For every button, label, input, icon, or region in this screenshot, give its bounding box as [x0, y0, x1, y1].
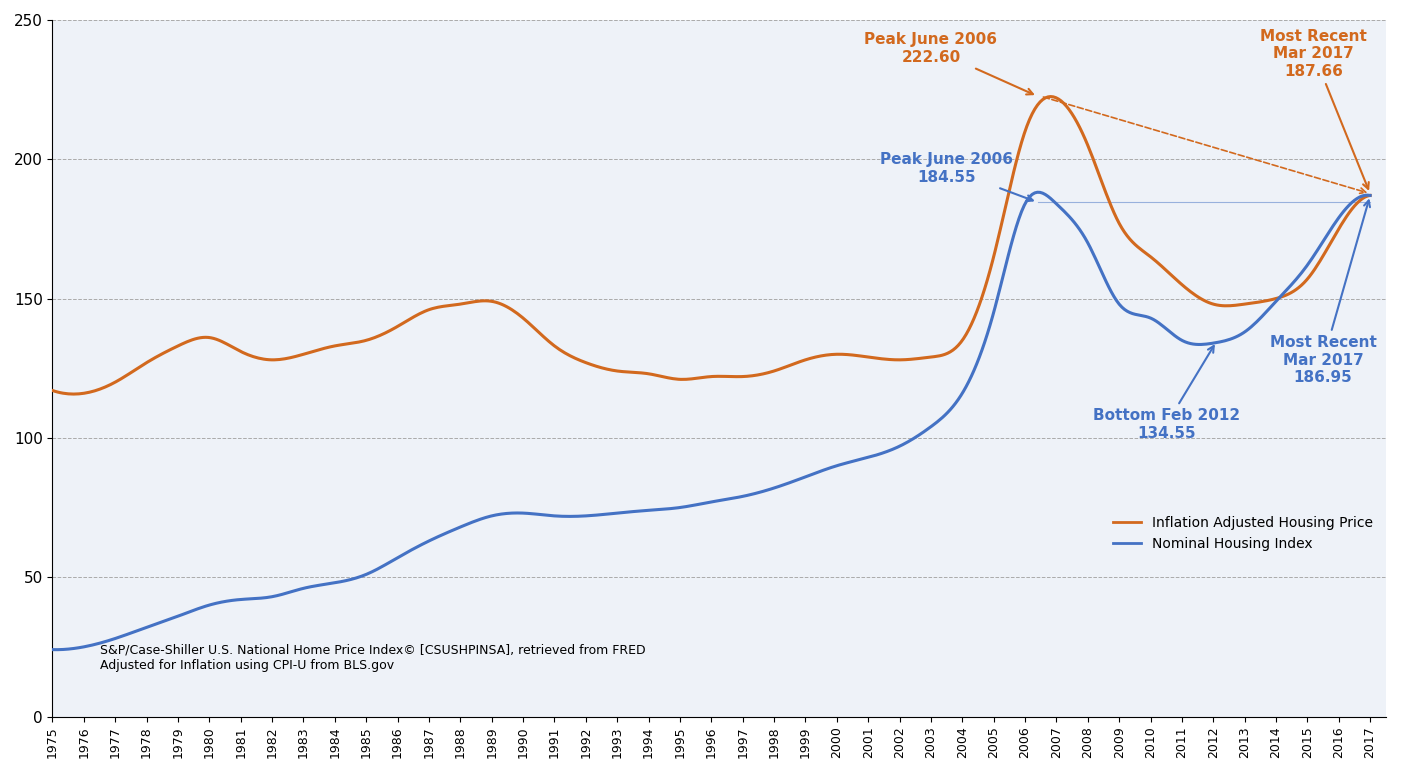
Text: Most Recent
Mar 2017
187.66: Most Recent Mar 2017 187.66 [1260, 29, 1368, 189]
Text: Peak June 2006
222.60: Peak June 2006 222.60 [865, 32, 1033, 94]
Text: Bottom Feb 2012
134.55: Bottom Feb 2012 134.55 [1092, 346, 1239, 441]
Legend: Inflation Adjusted Housing Price, Nominal Housing Index: Inflation Adjusted Housing Price, Nomina… [1108, 510, 1378, 557]
Text: S&P/Case-Shiller U.S. National Home Price Index© [CSUSHPINSA], retrieved from FR: S&P/Case-Shiller U.S. National Home Pric… [100, 644, 645, 672]
Text: Peak June 2006
184.55: Peak June 2006 184.55 [880, 152, 1033, 201]
Text: Most Recent
Mar 2017
186.95: Most Recent Mar 2017 186.95 [1270, 201, 1377, 385]
